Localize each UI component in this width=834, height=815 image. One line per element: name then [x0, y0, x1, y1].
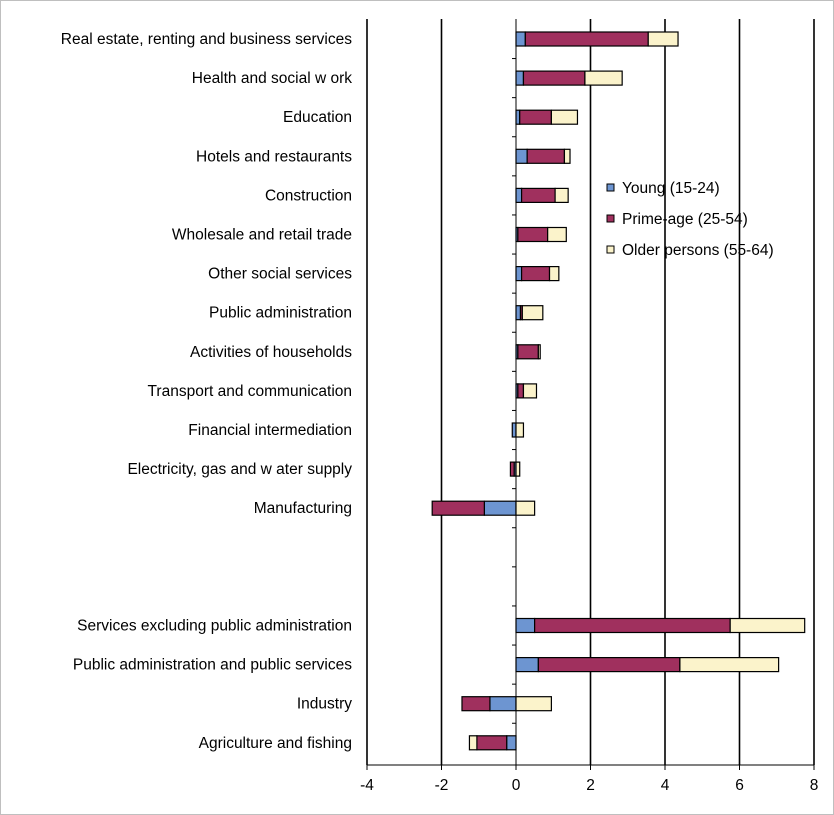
bars	[431, 31, 806, 751]
legend-label: Older persons (55-64)	[622, 242, 774, 259]
x-tick-label: 8	[810, 777, 819, 794]
bar-segment	[515, 617, 536, 634]
bar-segment	[534, 617, 731, 634]
bar-segment	[515, 148, 528, 164]
category-label: Hotels and restaurants	[196, 148, 352, 165]
bar-segment	[515, 500, 536, 516]
category-labels: Real estate, renting and business servic…	[61, 31, 352, 752]
gridlines	[366, 19, 815, 765]
legend-swatch	[606, 245, 615, 254]
category-label: Services excluding public administration	[77, 618, 352, 635]
legend: Young (15-24) Prime-age (25-54) Older pers…	[606, 180, 774, 259]
x-tick-label: 4	[661, 777, 670, 794]
category-label: Transport and communication	[148, 383, 352, 400]
bar-segment	[520, 266, 551, 282]
bar-segment	[524, 31, 649, 47]
category-label: Real estate, renting and business servic…	[61, 31, 352, 48]
legend-swatch	[606, 214, 615, 223]
bar-segment	[584, 70, 623, 86]
bar-segment	[729, 617, 806, 634]
bar-segment	[515, 187, 523, 203]
bar-segment	[515, 266, 523, 282]
bar-segment	[483, 500, 517, 516]
axes: -4 -2 0 2 4 6 8	[360, 19, 818, 794]
category-label: Public administration and public service…	[73, 657, 352, 674]
x-tick-label: 6	[735, 777, 744, 794]
category-label: Health and social w ork	[192, 70, 352, 87]
category-label: Public administration	[209, 305, 352, 322]
bar-segment	[522, 70, 586, 86]
bar-segment	[476, 735, 508, 751]
bar-segment	[554, 187, 569, 203]
category-label: Activities of households	[190, 344, 352, 361]
bar-segment	[506, 735, 517, 751]
x-tick-label: 2	[586, 777, 595, 794]
legend-label: Prime-age (25-54)	[622, 211, 748, 228]
bar-segment	[537, 344, 541, 360]
bar-segment	[489, 696, 517, 712]
legend-swatch	[606, 183, 615, 192]
x-tick-label: 0	[512, 777, 521, 794]
bar-segment	[515, 461, 521, 477]
bar-segment	[509, 461, 515, 477]
bar-segment	[537, 656, 681, 673]
bar-segment	[517, 344, 539, 360]
bar-segment	[515, 70, 525, 86]
category-label: Manufacturing	[254, 500, 352, 517]
bar-segment	[521, 305, 544, 321]
bar-segment	[520, 187, 556, 203]
category-label: Financial intermediation	[188, 422, 352, 439]
bar-segment	[679, 656, 780, 673]
bar-segment	[519, 109, 552, 125]
x-tick-label: -4	[360, 777, 374, 794]
bar-segment	[548, 266, 560, 282]
bar-segment	[517, 383, 525, 399]
x-tick-label: -2	[435, 777, 449, 794]
bar-segment	[515, 656, 539, 673]
bar-segment	[526, 148, 566, 164]
category-label: Construction	[265, 187, 352, 204]
category-label: Wholesale and retail trade	[172, 227, 352, 244]
bar-segment	[515, 305, 522, 321]
bar-segment	[563, 148, 571, 164]
bar-segment	[517, 226, 549, 243]
bar-segment	[515, 31, 526, 47]
category-label: Agriculture and fishing	[199, 735, 352, 752]
bar-segment	[515, 696, 552, 712]
bar-segment	[522, 383, 538, 399]
bar-segment	[547, 226, 567, 243]
bar-segment	[461, 696, 491, 712]
bar-segment	[431, 500, 485, 516]
category-label: Electricity, gas and w ater supply	[127, 461, 352, 478]
category-label: Education	[283, 109, 352, 126]
bar-segment	[550, 109, 579, 125]
bar-segment	[647, 31, 679, 47]
legend-label: Young (15-24)	[622, 180, 720, 197]
bar-segment	[515, 422, 525, 438]
category-label: Other social services	[208, 266, 352, 283]
category-label: Industry	[297, 696, 352, 713]
bar-segment	[468, 735, 478, 751]
